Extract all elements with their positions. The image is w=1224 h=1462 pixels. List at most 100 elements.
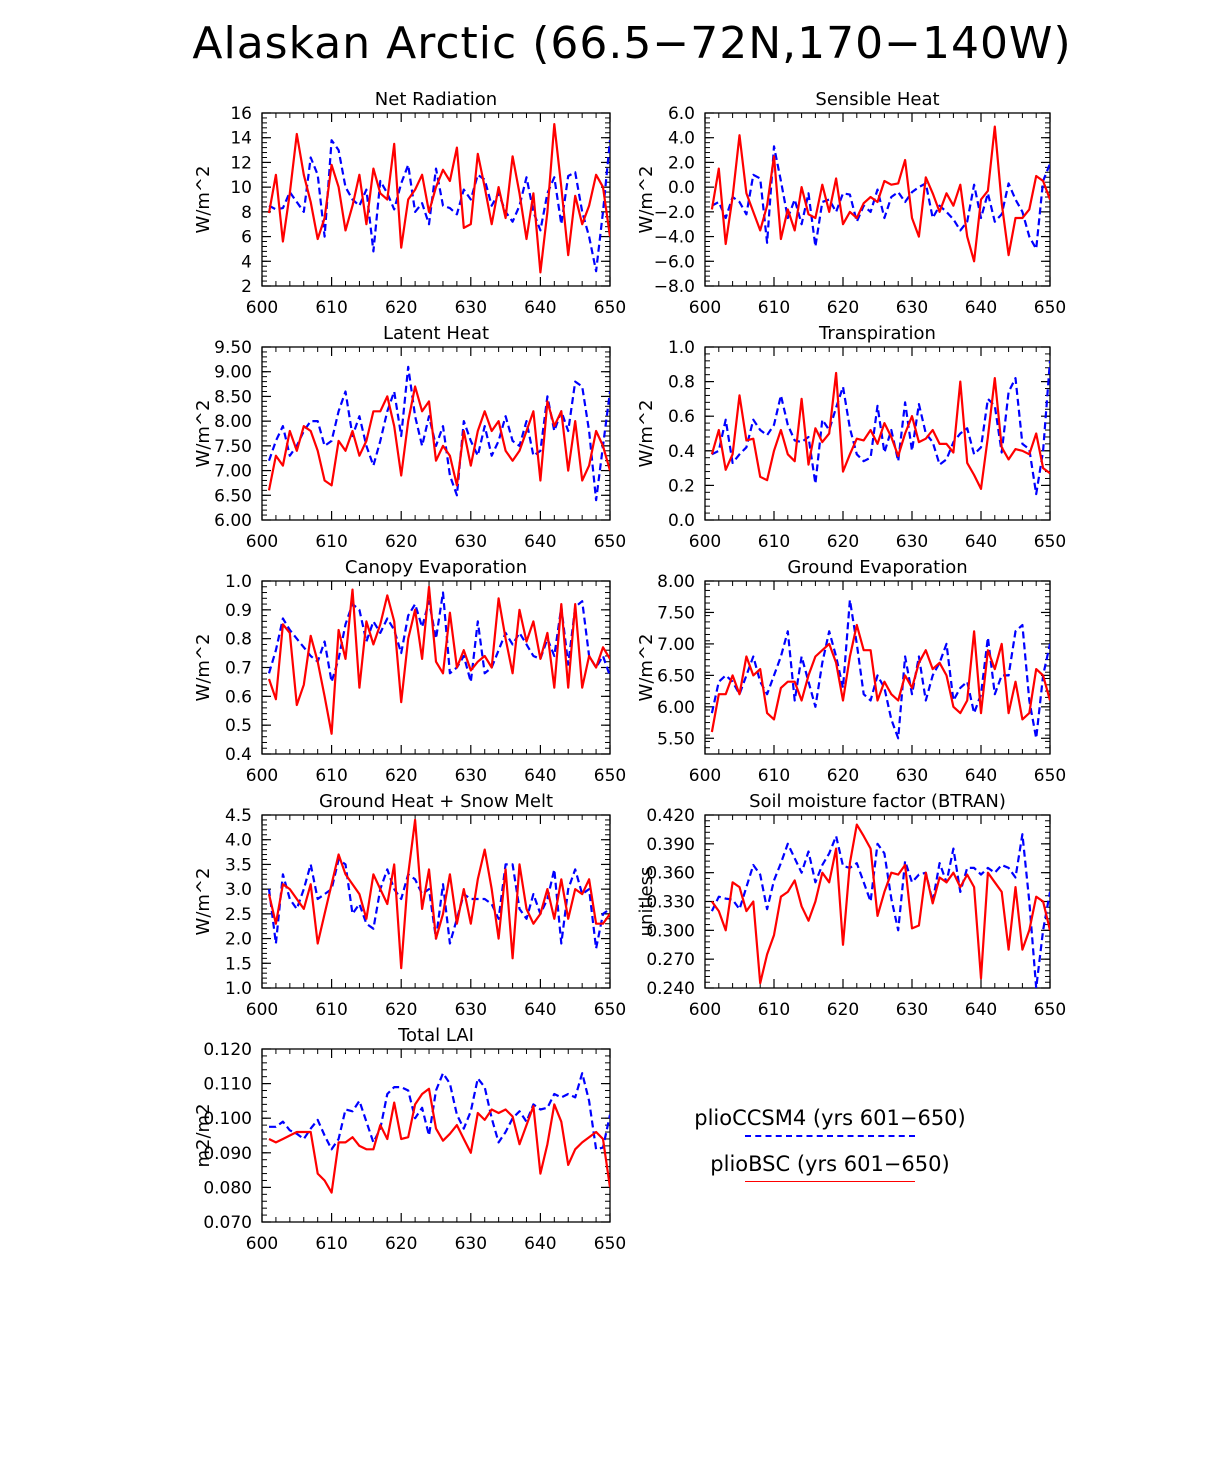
y-tick-label: 0.110 <box>203 1075 252 1095</box>
y-tick-label: 6.00 <box>214 511 252 531</box>
y-tick-label: 0.5 <box>225 716 252 736</box>
y-axis-label: W/m^2 <box>636 634 657 702</box>
x-tick-label: 600 <box>246 532 278 552</box>
x-tick-label: 620 <box>827 766 859 786</box>
x-tick-label: 630 <box>455 532 487 552</box>
x-tick-label: 630 <box>455 298 487 318</box>
x-tick-label: 600 <box>689 766 721 786</box>
x-tick-label: 630 <box>896 766 928 786</box>
x-tick-label: 650 <box>594 298 626 318</box>
y-tick-label: 4.5 <box>225 806 252 826</box>
y-tick-label: 0.080 <box>203 1178 252 1198</box>
x-tick-label: 610 <box>315 766 347 786</box>
x-tick-label: 630 <box>455 1234 487 1254</box>
panel-title: Total LAI <box>397 1025 474 1046</box>
y-tick-label: 4 <box>241 252 252 272</box>
x-tick-label: 610 <box>315 1000 347 1020</box>
y-axis-label: W/m^2 <box>636 400 657 468</box>
x-tick-label: 600 <box>246 298 278 318</box>
y-tick-label: 3.0 <box>225 880 252 900</box>
y-axis-label: W/m^2 <box>193 634 214 702</box>
x-tick-label: 640 <box>524 1234 556 1254</box>
series-line-plioccsm4 <box>267 591 610 684</box>
panel-title: Net Radiation <box>375 89 497 110</box>
y-tick-label: 8 <box>241 203 252 223</box>
x-tick-label: 620 <box>385 1000 417 1020</box>
y-tick-label: 7.00 <box>657 635 695 655</box>
chart-panel-5: 600 610 620 630 640 650 5.50 6.00 6.50 7.00 7.50 8.… <box>636 557 1066 786</box>
x-tick-label: 650 <box>594 766 626 786</box>
y-tick-label: 6.50 <box>657 666 695 686</box>
y-tick-label: 0.390 <box>646 835 695 855</box>
y-tick-label: 6.00 <box>657 698 695 718</box>
y-tick-label: 0.4 <box>668 442 695 462</box>
x-tick-label: 600 <box>689 532 721 552</box>
chart-panel-2: 600 610 620 630 640 650 6.00 6.50 7.00 7.50 8.00 8.… <box>193 323 626 552</box>
x-tick-label: 600 <box>246 766 278 786</box>
x-tick-label: 640 <box>965 766 997 786</box>
x-tick-label: 620 <box>385 298 417 318</box>
y-tick-label: 8.00 <box>214 412 252 432</box>
y-tick-label: 0.6 <box>225 687 252 707</box>
y-tick-label: 14 <box>230 129 252 149</box>
x-tick-label: 630 <box>896 532 928 552</box>
panel-title: Soil moisture factor (BTRAN) <box>749 791 1006 812</box>
y-tick-label: 0.070 <box>203 1213 252 1233</box>
x-tick-label: 600 <box>689 298 721 318</box>
x-tick-label: 610 <box>758 298 790 318</box>
legend-label-series2: plioBSC (yrs 601−650) <box>710 1152 950 1176</box>
y-tick-label: 1.0 <box>225 572 252 592</box>
x-tick-label: 610 <box>315 532 347 552</box>
x-tick-label: 630 <box>896 298 928 318</box>
x-tick-label: 630 <box>896 1000 928 1020</box>
y-tick-label: 0.420 <box>646 806 695 826</box>
series-line-plioccsm4 <box>268 139 610 273</box>
y-tick-label: 0.090 <box>203 1144 252 1164</box>
y-tick-label: 1.0 <box>668 338 695 358</box>
y-tick-label: 3.5 <box>225 855 252 875</box>
x-tick-label: 640 <box>965 1000 997 1020</box>
chart-panel-8: 600 610 620 630 640 650 0.070 0.080 0.090 0.100 0.… <box>193 1025 626 1254</box>
y-tick-label: 0.270 <box>646 950 695 970</box>
series-line-piobsc <box>710 125 1050 263</box>
x-tick-label: 650 <box>594 1000 626 1020</box>
y-tick-label: 0.9 <box>225 601 252 621</box>
series-line-piobsc <box>267 385 610 491</box>
x-tick-label: 610 <box>758 1000 790 1020</box>
legend: plioCCSM4 (yrs 601−650) plioBSC (yrs 601… <box>660 1105 1000 1182</box>
series-line-plioccsm4 <box>711 145 1050 250</box>
y-tick-label: −4.0 <box>654 228 695 248</box>
x-tick-label: 650 <box>594 532 626 552</box>
chart-panel-0: 600 610 620 630 640 650 2 4 6 8 10 12 14 16 Net Radiat… <box>193 89 626 318</box>
plot-frame <box>704 580 1051 755</box>
x-tick-label: 650 <box>1034 298 1066 318</box>
x-tick-label: 640 <box>524 532 556 552</box>
y-tick-label: 7.50 <box>214 437 252 457</box>
series-line-piobsc <box>710 371 1050 490</box>
y-tick-label: 0.6 <box>668 407 695 427</box>
series-line-plioccsm4 <box>267 365 610 502</box>
x-tick-label: 610 <box>315 298 347 318</box>
y-tick-label: 0.120 <box>203 1040 252 1060</box>
x-tick-label: 600 <box>246 1234 278 1254</box>
y-tick-label: 1.0 <box>225 979 252 999</box>
y-axis-label: W/m^2 <box>193 868 214 936</box>
x-tick-label: 620 <box>827 1000 859 1020</box>
x-tick-label: 650 <box>1034 532 1066 552</box>
x-tick-label: 650 <box>594 1234 626 1254</box>
series-line-plioccsm4 <box>710 598 1050 740</box>
y-tick-label: 0.360 <box>646 864 695 884</box>
x-tick-label: 640 <box>524 766 556 786</box>
y-tick-label: 7.50 <box>657 603 695 623</box>
x-tick-label: 650 <box>1034 766 1066 786</box>
x-tick-label: 640 <box>965 298 997 318</box>
y-tick-label: 2.0 <box>225 930 252 950</box>
x-tick-label: 620 <box>385 532 417 552</box>
y-axis-label: W/m^2 <box>636 166 657 234</box>
x-tick-label: 600 <box>689 1000 721 1020</box>
x-tick-label: 620 <box>827 532 859 552</box>
y-axis-label: W/m^2 <box>193 166 214 234</box>
y-tick-label: 0.240 <box>646 979 695 999</box>
y-tick-label: 2 <box>241 277 252 297</box>
